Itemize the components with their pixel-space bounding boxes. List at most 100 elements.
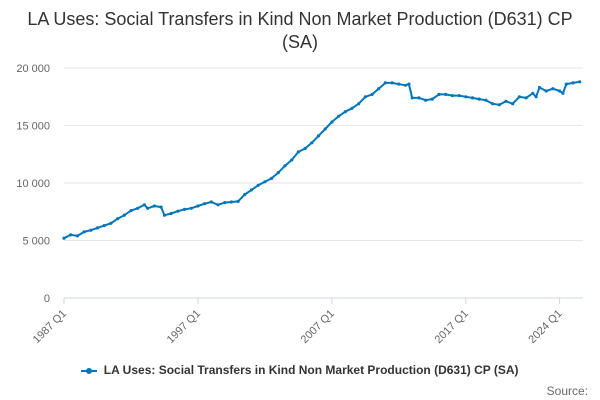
chart-title: LA Uses: Social Transfers in Kind Non Ma… <box>27 9 573 52</box>
data-point[interactable] <box>142 203 146 207</box>
source-credit[interactable]: Source: <box>546 384 588 398</box>
data-point[interactable] <box>370 92 374 96</box>
data-point[interactable] <box>290 158 294 162</box>
data-point[interactable] <box>343 110 347 114</box>
data-point[interactable] <box>410 96 414 100</box>
legend-dot <box>86 367 93 374</box>
data-point[interactable] <box>437 92 441 96</box>
data-point[interactable] <box>270 176 274 180</box>
y-tick-label: 5 000 <box>22 236 50 248</box>
data-point[interactable] <box>504 99 508 103</box>
data-point[interactable] <box>564 82 568 86</box>
series-line[interactable] <box>63 80 581 240</box>
data-point[interactable] <box>129 209 133 213</box>
data-point[interactable] <box>330 120 334 124</box>
data-point[interactable] <box>430 97 434 101</box>
legend-symbol <box>81 366 98 376</box>
data-point[interactable] <box>159 205 163 209</box>
data-point[interactable] <box>176 209 180 213</box>
data-point[interactable] <box>223 201 227 205</box>
data-point[interactable] <box>531 91 535 95</box>
data-point[interactable] <box>390 81 394 85</box>
data-point[interactable] <box>403 83 408 87</box>
legend-label: LA Uses: Social Transfers in Kind Non Ma… <box>103 363 519 377</box>
data-point[interactable] <box>323 127 327 131</box>
data-point[interactable] <box>62 236 66 240</box>
data-point[interactable] <box>464 95 468 99</box>
data-point[interactable] <box>578 80 582 84</box>
y-tick-label: 0 <box>44 293 50 305</box>
data-point[interactable] <box>544 89 548 93</box>
data-point[interactable] <box>450 94 454 98</box>
data-point[interactable] <box>182 207 187 211</box>
x-tick-label: 1997 Q1 <box>165 308 203 346</box>
data-point[interactable] <box>537 85 542 90</box>
data-point[interactable] <box>457 94 461 98</box>
data-point[interactable] <box>310 141 314 145</box>
x-tick-label: 2017 Q1 <box>433 308 471 346</box>
data-point[interactable] <box>511 102 515 106</box>
data-point[interactable] <box>283 164 287 168</box>
data-point[interactable] <box>316 134 321 138</box>
y-tick-label: 10 000 <box>16 178 50 190</box>
data-point[interactable] <box>196 204 200 208</box>
x-tick-label: 1987 Q1 <box>31 308 69 346</box>
data-point[interactable] <box>363 95 367 99</box>
data-point[interactable] <box>75 234 79 238</box>
data-point[interactable] <box>209 200 213 204</box>
data-point[interactable] <box>383 81 387 85</box>
data-point[interactable] <box>136 206 140 210</box>
data-point[interactable] <box>95 226 100 230</box>
data-point[interactable] <box>571 81 575 85</box>
data-point[interactable] <box>243 192 247 197</box>
data-point[interactable] <box>109 221 113 225</box>
data-point[interactable] <box>497 103 501 107</box>
data-point[interactable] <box>444 92 448 96</box>
data-point[interactable] <box>116 217 120 221</box>
data-point[interactable] <box>357 102 361 106</box>
data-point[interactable] <box>424 98 428 102</box>
data-point[interactable] <box>534 95 538 99</box>
data-point[interactable] <box>484 98 488 102</box>
legend[interactable]: LA Uses: Social Transfers in Kind Non Ma… <box>0 363 600 377</box>
data-point[interactable] <box>82 230 86 234</box>
data-point[interactable] <box>350 106 354 110</box>
data-point[interactable] <box>249 188 254 192</box>
data-point[interactable] <box>337 114 341 118</box>
y-tick-label: 15 000 <box>16 121 50 133</box>
x-tick-label: 2007 Q1 <box>299 308 337 346</box>
data-point[interactable] <box>169 211 173 216</box>
data-point[interactable] <box>491 102 495 106</box>
data-point[interactable] <box>162 213 167 217</box>
data-point[interactable] <box>256 183 260 187</box>
data-point[interactable] <box>229 200 233 204</box>
data-point[interactable] <box>122 213 126 217</box>
y-tick-label: 20 000 <box>16 63 50 75</box>
data-point[interactable] <box>561 91 565 95</box>
data-point[interactable] <box>263 180 267 184</box>
data-point[interactable] <box>524 96 528 100</box>
data-point[interactable] <box>303 146 307 151</box>
data-point[interactable] <box>407 82 411 86</box>
data-point[interactable] <box>558 89 562 93</box>
data-point[interactable] <box>146 206 150 210</box>
data-point[interactable] <box>551 87 555 91</box>
data-point[interactable] <box>296 150 300 154</box>
data-point[interactable] <box>517 95 522 99</box>
data-point[interactable] <box>189 206 193 210</box>
data-point[interactable] <box>69 233 73 237</box>
data-point[interactable] <box>276 171 280 175</box>
data-point[interactable] <box>203 202 207 206</box>
x-tick-label: 2024 Q1 <box>526 308 564 346</box>
data-point[interactable] <box>397 82 401 86</box>
data-point[interactable] <box>102 224 106 228</box>
data-point[interactable] <box>152 204 156 208</box>
data-point[interactable] <box>377 87 381 91</box>
data-point[interactable] <box>89 228 93 232</box>
data-point[interactable] <box>236 199 240 203</box>
data-point[interactable] <box>216 203 220 207</box>
data-point[interactable] <box>477 97 481 101</box>
data-point[interactable] <box>417 96 421 100</box>
data-point[interactable] <box>470 96 475 100</box>
